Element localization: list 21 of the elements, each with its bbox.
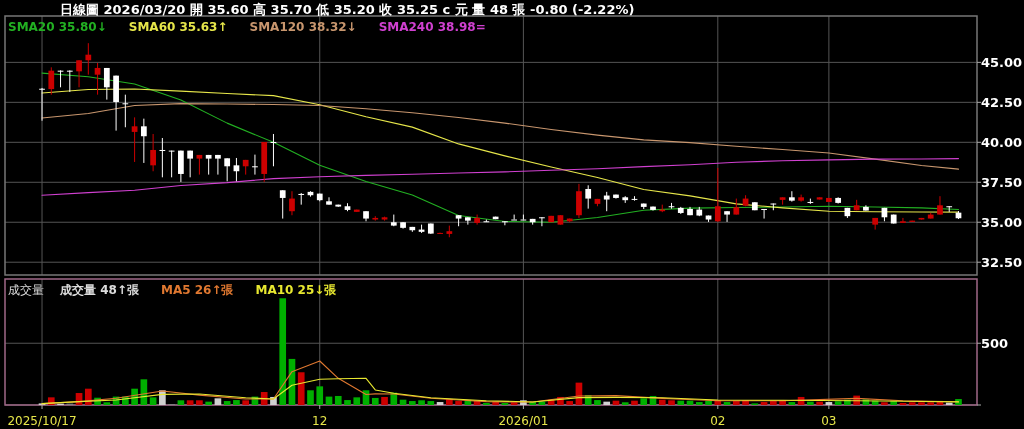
chart-title: 日線圖 2026/03/20 開 35.60 高 35.70 低 35.20 收 35.25 c 元 量 48 張 -0.80 (-2.22%) — [60, 2, 635, 17]
x-tick-label: 2025/10/17 — [7, 414, 77, 428]
x-tick-label: 2026/01 — [498, 414, 549, 428]
text: 成交量 48↑張 — [59, 283, 140, 297]
y-tick-label: 35.00 — [981, 215, 1023, 231]
text: SMA240 38.98= — [378, 20, 486, 34]
y-tick-label: 500 — [981, 336, 1009, 352]
y-tick-label: 37.50 — [981, 175, 1023, 191]
x-tick-label: 03 — [821, 414, 837, 428]
text: SMA20 35.80↓ — [8, 20, 107, 34]
y-tick-label: 32.50 — [981, 255, 1023, 271]
text: SMA60 35.63↑ — [128, 20, 228, 34]
text: MA5 26↑張 — [160, 283, 235, 297]
text: MA10 25↓張 — [255, 283, 338, 297]
y-tick-label: 40.00 — [981, 135, 1023, 151]
y-tick-label: 45.00 — [981, 55, 1023, 71]
x-tick-label: 02 — [710, 414, 726, 428]
y-tick-label: 42.50 — [981, 95, 1023, 111]
x-tick-label: 12 — [312, 414, 328, 428]
y-axis-title: 成交量 — [8, 283, 44, 297]
text: SMA120 38.32↓ — [249, 20, 357, 34]
